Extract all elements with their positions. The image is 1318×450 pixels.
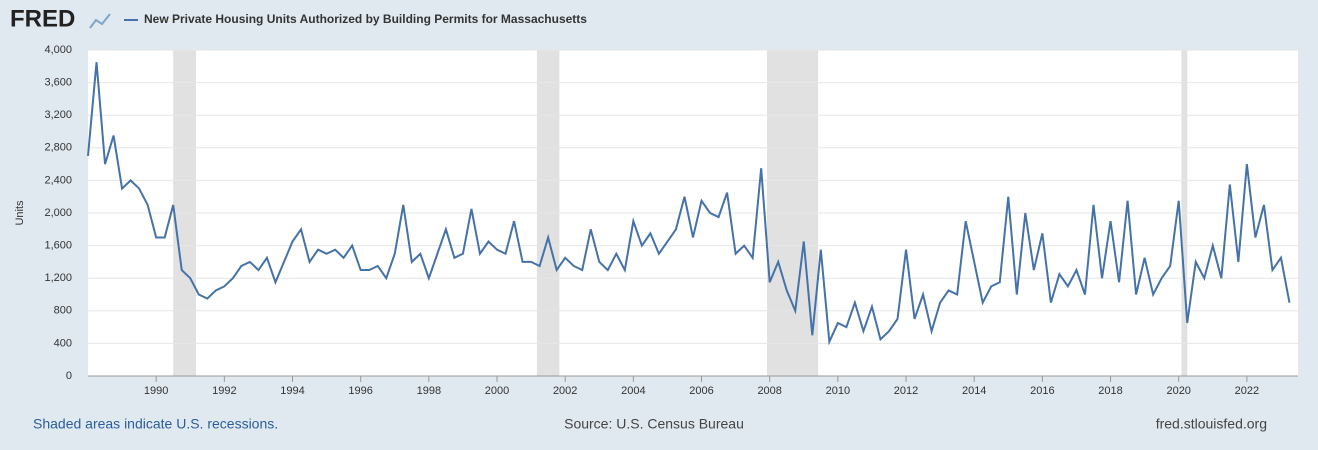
y-tick-label: 1,200 [44, 272, 72, 284]
x-tick-label: 2008 [757, 385, 781, 397]
logo-icon [89, 13, 111, 29]
source: Source: U.S. Census Bureau [564, 416, 744, 432]
site-link[interactable]: fred.stlouisfed.org [1156, 416, 1267, 432]
legend-label: New Private Housing Units Authorized by … [144, 12, 587, 26]
x-tick-label: 2012 [894, 385, 918, 397]
y-tick-label: 2,000 [44, 207, 72, 219]
x-tick-label: 2002 [553, 385, 577, 397]
x-tick-label: 2006 [689, 385, 713, 397]
x-tick-label: 2010 [826, 385, 850, 397]
series-line [87, 62, 1291, 346]
x-tick-label: 2018 [1098, 385, 1122, 397]
logo[interactable]: FRED [10, 5, 75, 32]
y-tick-label: 3,200 [44, 109, 72, 121]
x-tick-label: 1992 [212, 385, 236, 397]
y-tick-label: 4,000 [44, 44, 72, 56]
x-tick-label: 1998 [417, 385, 441, 397]
x-tick-label: 2004 [621, 385, 645, 397]
x-tick-label: 2020 [1166, 385, 1190, 397]
x-tick-label: 2016 [1030, 385, 1054, 397]
x-tick-label: 1990 [144, 385, 168, 397]
x-tick-label: 2022 [1235, 385, 1259, 397]
recession-note[interactable]: Shaded areas indicate U.S. recessions. [33, 416, 278, 432]
y-tick-label: 400 [54, 337, 72, 349]
y-tick-label: 1,600 [44, 240, 72, 252]
y-tick-label: 2,800 [44, 142, 72, 154]
y-axis-label: Units [14, 200, 26, 226]
x-tick-label: 2000 [485, 385, 509, 397]
x-tick-label: 1994 [280, 385, 304, 397]
y-tick-label: 800 [54, 305, 72, 317]
x-tick-label: 1996 [348, 385, 372, 397]
y-tick-label: 0 [66, 370, 72, 382]
x-tick-label: 2014 [962, 385, 986, 397]
y-tick-label: 2,400 [44, 174, 72, 186]
y-tick-label: 3,600 [44, 77, 72, 89]
